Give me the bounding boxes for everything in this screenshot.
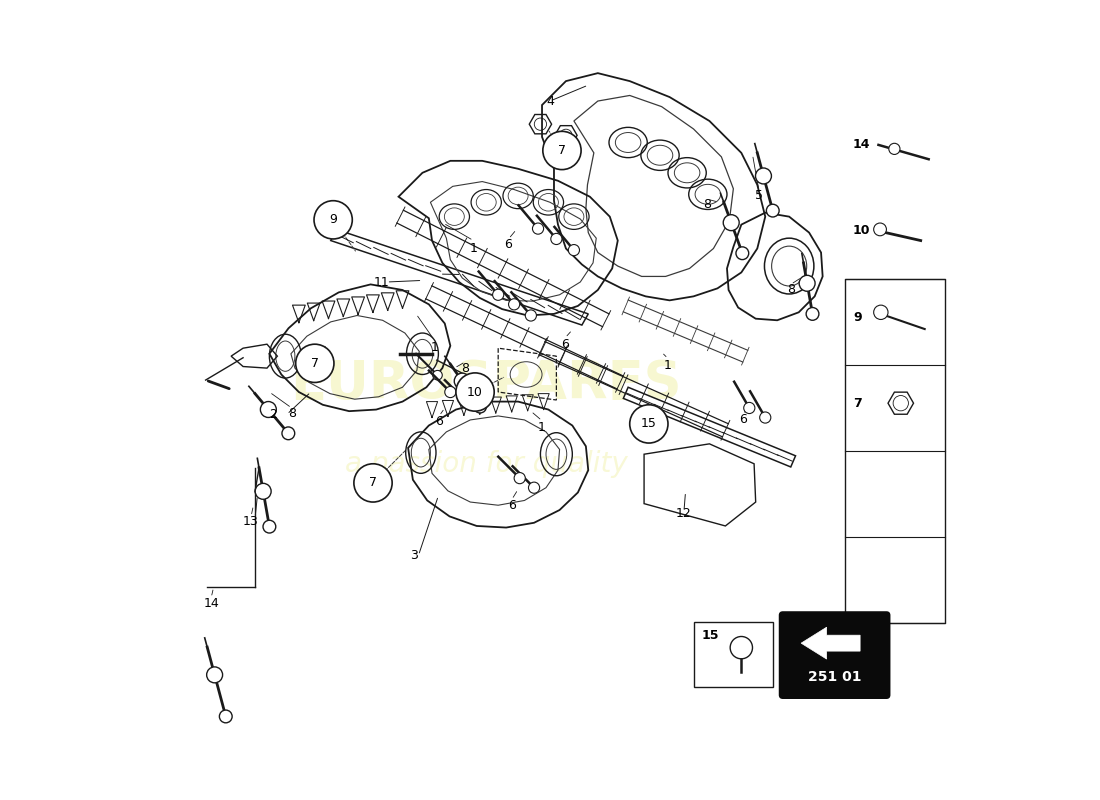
Bar [693, 622, 773, 687]
Text: a passion for quality: a passion for quality [344, 450, 628, 478]
Text: 8: 8 [462, 362, 470, 374]
Text: 1: 1 [430, 341, 438, 354]
Text: 2: 2 [270, 408, 277, 421]
Text: 10: 10 [852, 225, 870, 238]
Circle shape [532, 223, 543, 234]
Text: 6: 6 [508, 498, 516, 512]
Circle shape [767, 204, 779, 217]
Text: 6: 6 [561, 338, 569, 350]
Circle shape [444, 386, 455, 398]
Text: 14: 14 [852, 138, 870, 151]
Text: 6: 6 [436, 415, 443, 428]
Circle shape [296, 344, 334, 382]
Text: 9: 9 [852, 310, 861, 323]
Circle shape [629, 405, 668, 443]
Polygon shape [624, 387, 795, 467]
Text: 7: 7 [368, 477, 377, 490]
Text: 7: 7 [311, 357, 319, 370]
Circle shape [528, 482, 540, 494]
Circle shape [744, 402, 755, 414]
Text: 7: 7 [558, 144, 566, 157]
Text: 7: 7 [852, 397, 861, 410]
Circle shape [314, 201, 352, 239]
Text: 13: 13 [243, 515, 258, 529]
Circle shape [493, 289, 504, 300]
FancyBboxPatch shape [780, 612, 890, 698]
Text: 8: 8 [703, 198, 711, 211]
Text: 11: 11 [374, 275, 389, 289]
Text: 3: 3 [410, 549, 418, 562]
Text: EUROSPARES: EUROSPARES [290, 358, 682, 410]
Circle shape [432, 370, 442, 380]
Circle shape [542, 131, 581, 170]
Circle shape [756, 168, 771, 184]
Circle shape [736, 247, 749, 260]
Circle shape [461, 396, 472, 407]
Text: 6: 6 [505, 238, 513, 251]
Circle shape [508, 298, 519, 310]
Text: 5: 5 [755, 190, 763, 202]
Text: 4: 4 [546, 94, 554, 107]
Circle shape [255, 483, 271, 499]
Bar [845, 279, 945, 623]
Circle shape [207, 667, 222, 683]
Circle shape [799, 275, 815, 291]
Text: 1: 1 [664, 359, 672, 372]
Text: 1: 1 [470, 242, 477, 255]
Text: 6: 6 [739, 414, 747, 426]
Text: 9: 9 [329, 214, 337, 226]
Text: 251 01: 251 01 [807, 670, 861, 685]
Text: 8: 8 [288, 407, 296, 420]
Circle shape [219, 710, 232, 723]
Circle shape [455, 373, 494, 411]
Circle shape [282, 427, 295, 440]
Text: 15: 15 [641, 418, 657, 430]
Circle shape [760, 412, 771, 423]
Circle shape [806, 307, 818, 320]
Circle shape [261, 402, 276, 418]
Circle shape [526, 310, 537, 321]
Text: 15: 15 [702, 630, 719, 642]
Circle shape [723, 214, 739, 230]
Circle shape [889, 143, 900, 154]
Polygon shape [331, 230, 588, 325]
Circle shape [551, 234, 562, 245]
Circle shape [474, 400, 486, 413]
Text: 14: 14 [204, 597, 219, 610]
Text: 8: 8 [786, 283, 795, 297]
Circle shape [514, 473, 526, 484]
Circle shape [354, 464, 392, 502]
Circle shape [730, 637, 752, 659]
Text: 12: 12 [676, 506, 692, 520]
Circle shape [263, 520, 276, 533]
Circle shape [873, 223, 887, 236]
Circle shape [454, 373, 470, 389]
Circle shape [569, 245, 580, 256]
Polygon shape [801, 627, 860, 659]
Text: 10: 10 [468, 386, 483, 398]
Circle shape [873, 305, 888, 319]
Text: 1: 1 [538, 422, 546, 434]
